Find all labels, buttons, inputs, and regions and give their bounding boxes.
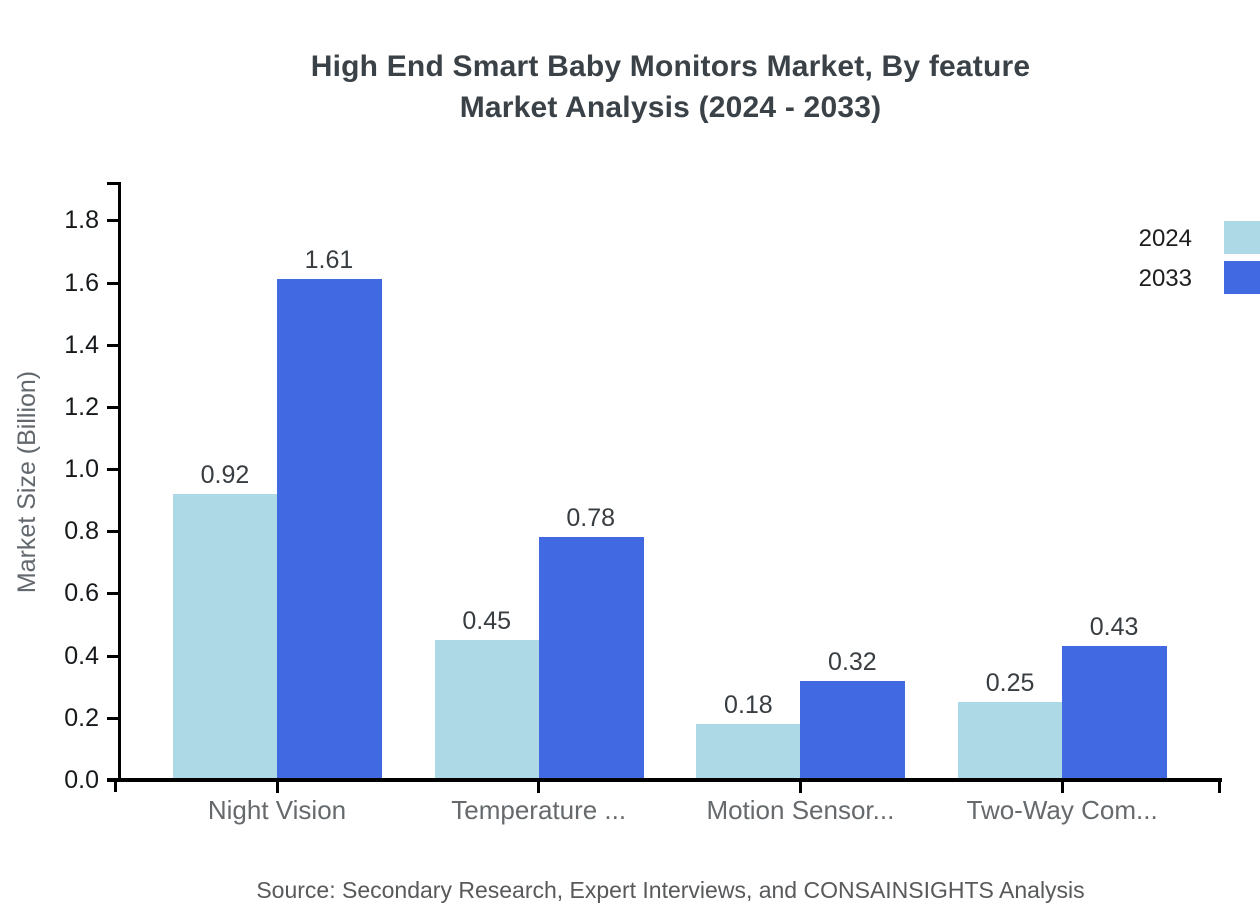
category-label-3: Two-Way Com... [966,795,1158,825]
chart-title: High End Smart Baby Monitors Market, By … [120,46,1221,128]
y-tick [107,281,120,285]
bar-value-label: 0.92 [200,460,250,489]
y-tick [107,716,120,720]
bar-value-label: 0.78 [566,504,616,533]
bar-value-label: 0.45 [462,607,512,636]
bar-2033-2 [800,680,906,780]
y-axis-top-cap [107,182,120,185]
chart-title-line1: High End Smart Baby Monitors Market, By … [310,50,1031,83]
y-tick [107,343,120,347]
x-tick [275,780,279,793]
chart-title-line2: Market Analysis (2024 - 2033) [459,91,882,124]
bar-value-label: 1.61 [304,246,354,275]
legend-swatch-2033 [1224,261,1260,294]
legend-label-2033: 2033 [1138,265,1192,292]
bar-value-label: 0.32 [828,647,877,676]
y-tick-label: 1.0 [64,455,99,484]
y-tick-label: 0.8 [64,517,99,546]
y-tick [107,219,120,223]
x-axis-line [107,778,1222,782]
y-tick-label: 0.4 [64,641,99,670]
bar-2024-3 [958,702,1064,780]
legend-swatch-2024 [1224,221,1260,254]
x-axis-end-cap [1218,780,1221,793]
bar-value-label: 0.25 [985,669,1035,698]
y-tick-label: 1.2 [64,392,99,421]
y-tick [107,405,120,409]
y-tick [107,468,120,472]
y-tick [107,530,120,534]
y-tick-label: 0.0 [64,766,99,794]
x-tick [537,780,541,793]
y-tick [107,592,120,596]
bar-2024-0 [173,493,278,780]
y-tick-label: 0.2 [64,703,99,732]
y-axis-line [118,182,121,782]
y-tick-label: 1.8 [64,206,99,235]
category-label-0: Night Vision [207,795,347,825]
bar-2033-0 [277,279,382,780]
bar-value-label: 0.18 [724,691,773,720]
bar-2033-3 [1062,646,1168,780]
y-tick-label: 1.4 [64,330,99,359]
bar-2024-2 [696,724,802,780]
y-tick-label: 0.6 [64,579,99,608]
x-tick [1060,780,1064,793]
x-tick [798,780,802,793]
y-tick-label: 1.6 [64,268,99,297]
category-label-2: Motion Sensor... [706,795,895,825]
bar-value-label: 0.43 [1089,613,1139,642]
source-attribution: Source: Secondary Research, Expert Inter… [256,877,1085,903]
x-axis-origin-tick [114,780,117,792]
bar-2024-1 [434,640,540,780]
y-tick [107,654,120,658]
bar-2033-1 [538,537,644,780]
legend-label-2024: 2024 [1138,225,1192,252]
category-label-1: Temperature ... [451,795,627,825]
